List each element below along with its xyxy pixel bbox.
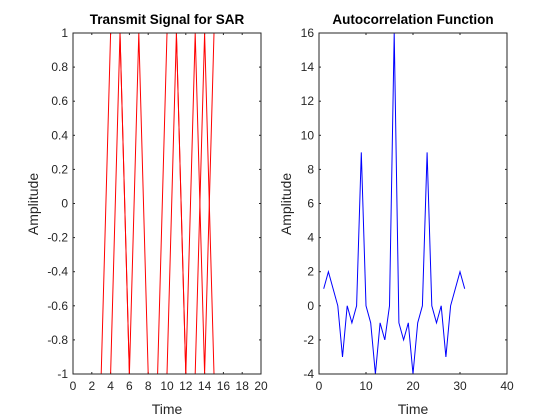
autocorrelation-x-tick-label: 40 xyxy=(500,379,514,393)
signal-x-tick-label: 6 xyxy=(126,379,133,393)
autocorrelation-y-tick-label: 4 xyxy=(307,231,314,245)
signal-x-tick-label: 12 xyxy=(179,379,193,393)
signal-y-tick-label: 0.2 xyxy=(51,162,68,176)
autocorrelation-x-tick-label: 20 xyxy=(406,379,420,393)
autocorrelation-panel: Autocorrelation Function Time Amplitude … xyxy=(278,12,514,417)
autocorrelation-y-tick-label: -2 xyxy=(303,333,314,347)
signal-y-tick-label: -0.2 xyxy=(47,231,68,245)
signal-x-tick-label: 20 xyxy=(254,379,268,393)
autocorrelation-x-tick-label: 30 xyxy=(453,379,467,393)
signal-y-tick-label: -0.8 xyxy=(47,333,68,347)
autocorrelation-axes-box xyxy=(318,32,508,375)
signal-ticks: 0 2 4 6 8 10 12 14 16 18 20-1-0.8-0.6-0.4-0.200.20… xyxy=(47,26,268,393)
signal-y-tick-label: -0.6 xyxy=(47,299,68,313)
autocorrelation-y-tick-label: 10 xyxy=(301,128,315,142)
signal-plot-title: Transmit Signal for SAR xyxy=(90,12,245,27)
autocorrelation-x-tick-label: 10 xyxy=(359,379,373,393)
signal-x-tick-label: 10 xyxy=(160,379,174,393)
signal-y-tick-label: 0.8 xyxy=(51,60,68,74)
signal-y-tick-label: -0.4 xyxy=(47,265,68,279)
signal-x-tick-label: 0 xyxy=(70,379,77,393)
autocorrelation-y-tick-label: 6 xyxy=(307,197,314,211)
autocorrelation-y-tick-label: 0 xyxy=(307,299,314,313)
autocorrelation-ticks: 0 10 20 30 40 -4 -2 0 2 4 6 8 10 12 14 16 xyxy=(301,26,514,393)
autocorrelation-y-tick-label: -4 xyxy=(303,367,314,381)
autocorrelation-y-tick-label: 12 xyxy=(301,94,315,108)
autocorrelation-x-tick-label: 0 xyxy=(316,379,323,393)
signal-axes-box xyxy=(72,32,262,375)
signal-x-tick-label: 2 xyxy=(88,379,95,393)
signal-y-tick-label: -1 xyxy=(57,367,68,381)
signal-y-axis-label: Amplitude xyxy=(25,173,41,235)
signal-y-tick-label: 0 xyxy=(61,197,68,211)
signal-x-tick-label: 18 xyxy=(236,379,250,393)
signal-panel: Transmit Signal for SAR Time Amplitude 0… xyxy=(25,12,268,417)
signal-x-tick-label: 8 xyxy=(145,379,152,393)
autocorrelation-plot-title: Autocorrelation Function xyxy=(332,12,493,27)
autocorrelation-y-tick-label: 16 xyxy=(301,26,315,40)
signal-y-tick-label: 0.4 xyxy=(51,128,68,142)
autocorrelation-x-axis-label: Time xyxy=(398,401,429,417)
autocorrelation-y-axis-label: Amplitude xyxy=(278,173,294,235)
autocorrelation-y-tick-label: 2 xyxy=(307,265,314,279)
signal-x-tick-label: 16 xyxy=(217,379,231,393)
autocorrelation-y-tick-label: 14 xyxy=(301,60,315,74)
signal-x-tick-label: 14 xyxy=(198,379,212,393)
signal-y-tick-label: 1 xyxy=(61,26,68,40)
signal-x-axis-label: Time xyxy=(152,401,183,417)
autocorrelation-y-tick-label: 8 xyxy=(307,162,314,176)
signal-x-tick-label: 4 xyxy=(107,379,114,393)
signal-y-tick-label: 0.6 xyxy=(51,94,68,108)
